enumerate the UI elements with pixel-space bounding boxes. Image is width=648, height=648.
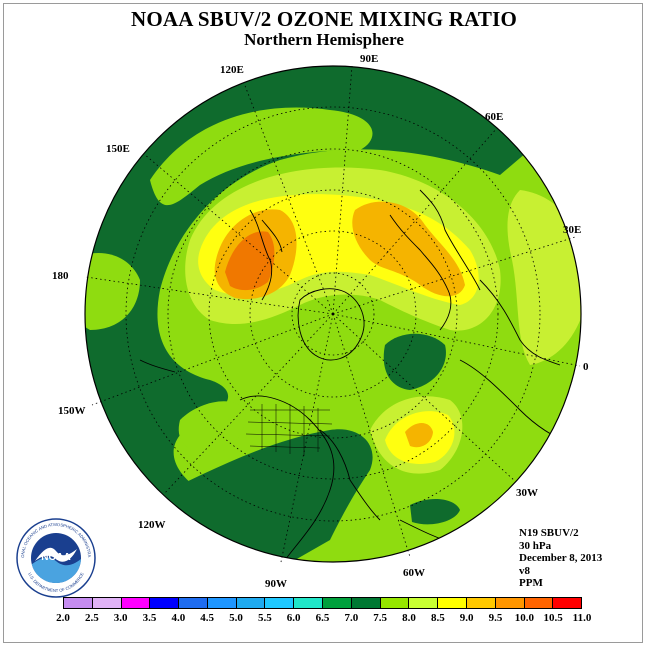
colorbar-segment xyxy=(466,598,496,608)
map-title: NOAA SBUV/2 OZONE MIXING RATIO xyxy=(131,7,517,31)
colorbar-tick-label: 8.0 xyxy=(402,612,416,624)
lon-label-150w: 150W xyxy=(58,405,86,417)
lon-label-30w: 30W xyxy=(516,487,538,499)
colorbar-tick-label: 7.0 xyxy=(344,612,359,624)
colorbar-tick-label: 6.0 xyxy=(286,612,301,624)
colorbar-segment xyxy=(409,598,439,608)
colorbar-segment xyxy=(294,598,324,608)
light-green-north-patch xyxy=(150,107,373,206)
lon-label-0: 0 xyxy=(583,361,589,373)
logo-text: NOAA xyxy=(41,552,70,563)
colorbar-tick-label: 3.0 xyxy=(113,612,128,624)
map-subtitle: Northern Hemisphere xyxy=(244,30,404,49)
colorbar xyxy=(63,597,582,609)
colorbar-segment xyxy=(236,598,266,608)
colorbar-segment xyxy=(438,598,467,608)
colorbar-segment xyxy=(207,598,237,608)
colorbar-ticks: 2.0 2.5 3.0 3.5 4.0 4.5 5.0 5.5 6.0 6.5 7.0 7.5 8.0 8… xyxy=(56,612,591,626)
colorbar-tick-label: 6.5 xyxy=(315,612,330,624)
light-green-southwest-patch xyxy=(178,401,246,455)
colorbar-tick-label: 4.0 xyxy=(171,612,186,624)
info-block: N19 SBUV/2 30 hPa December 8, 2013 v8 PP… xyxy=(519,527,602,590)
lon-label-120e: 120E xyxy=(220,64,244,76)
colorbar-segment xyxy=(323,598,352,608)
colorbar-segment xyxy=(380,598,410,608)
lon-label-150e: 150E xyxy=(106,143,130,155)
colorbar-segment xyxy=(92,598,122,608)
date-label: December 8, 2013 xyxy=(519,552,603,564)
colorbar-tick-label: 5.0 xyxy=(229,612,243,624)
orange-region-europe xyxy=(352,201,465,297)
lon-label-120w: 120W xyxy=(138,519,166,531)
colorbar-tick-label: 10.5 xyxy=(543,612,563,624)
lon-label-60w: 60W xyxy=(403,567,425,579)
hemisphere-outline xyxy=(84,65,582,563)
colorbar-segment xyxy=(495,598,525,608)
level-label: 30 hPa xyxy=(519,539,552,552)
us-state-lines xyxy=(245,404,333,456)
colorbar-tick-label: 4.5 xyxy=(200,612,215,624)
dark-orange-region-siberia xyxy=(225,231,275,291)
page-frame xyxy=(3,3,643,643)
lon-label-90w: 90W xyxy=(265,578,287,590)
colorbar-segment xyxy=(351,598,381,608)
lon-label-30e: 30E xyxy=(563,224,581,236)
colorbar-segment xyxy=(150,598,180,608)
colorbar-tick-label: 8.5 xyxy=(430,612,445,624)
colorbar-tick-label: 9.0 xyxy=(459,612,474,624)
colorbar-tick-label: 2.0 xyxy=(56,612,70,624)
graticule xyxy=(85,65,581,563)
lon-label-90e: 90E xyxy=(360,53,378,65)
colorbar-segment xyxy=(179,598,208,608)
version-label: v8 xyxy=(519,564,530,577)
colorbar-tick-label: 5.5 xyxy=(257,612,272,624)
lon-label-60e: 60E xyxy=(485,111,503,123)
colorbar-tick-label: 10.0 xyxy=(514,612,534,624)
dark-green-region-southeast xyxy=(410,498,460,525)
orange-region-atlantic xyxy=(405,423,433,448)
colorbar-segment xyxy=(265,598,295,608)
instrument-label: N19 SBUV/2 xyxy=(519,527,579,539)
colorbar-tick-label: 7.5 xyxy=(373,612,388,624)
colorbar-segment xyxy=(121,598,151,608)
colorbar-tick-label: 9.5 xyxy=(488,612,503,624)
colorbar-segment xyxy=(553,598,582,608)
colorbar-tick-label: 3.5 xyxy=(142,612,157,624)
colorbar-segment xyxy=(524,598,554,608)
lon-label-180: 180 xyxy=(52,270,69,282)
colorbar-tick-label: 11.0 xyxy=(572,612,592,624)
colorbar-tick-label: 2.5 xyxy=(84,612,99,624)
colorbar-segment xyxy=(64,598,93,608)
units-label: PPM xyxy=(519,577,543,589)
dark-green-region-east xyxy=(383,333,446,390)
noaa-logo: NOAA NATIONAL OCEANIC AND ATMOSPHERIC AD… xyxy=(15,517,96,598)
